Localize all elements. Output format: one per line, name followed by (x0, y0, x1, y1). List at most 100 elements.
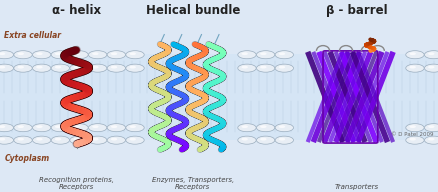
Circle shape (275, 124, 293, 132)
Circle shape (70, 136, 88, 144)
Circle shape (238, 124, 256, 132)
Text: Extra cellular: Extra cellular (4, 31, 61, 40)
Circle shape (18, 52, 24, 55)
Text: Enzymes, Transporters,
Receptors: Enzymes, Transporters, Receptors (152, 177, 234, 190)
Circle shape (74, 66, 80, 69)
Circle shape (238, 64, 256, 72)
Circle shape (0, 124, 14, 132)
Circle shape (107, 51, 126, 59)
Text: Cytoplasm: Cytoplasm (4, 154, 49, 163)
Circle shape (111, 52, 117, 55)
Circle shape (0, 136, 14, 144)
Circle shape (275, 64, 293, 72)
Circle shape (36, 138, 42, 141)
Circle shape (424, 51, 438, 59)
Circle shape (36, 125, 42, 128)
Circle shape (260, 125, 267, 128)
Text: © D Patel 2009: © D Patel 2009 (391, 132, 434, 137)
Text: α- helix: α- helix (52, 4, 101, 17)
Circle shape (130, 138, 136, 141)
Circle shape (238, 136, 256, 144)
Circle shape (260, 52, 267, 55)
Circle shape (36, 52, 42, 55)
Circle shape (107, 124, 126, 132)
Circle shape (55, 138, 61, 141)
Circle shape (275, 136, 293, 144)
Circle shape (279, 138, 285, 141)
Circle shape (406, 64, 424, 72)
Circle shape (130, 66, 136, 69)
Circle shape (14, 124, 32, 132)
Circle shape (0, 138, 5, 141)
Circle shape (18, 125, 24, 128)
Circle shape (111, 138, 117, 141)
Circle shape (424, 136, 438, 144)
Text: β - barrel: β - barrel (326, 4, 388, 17)
Circle shape (14, 51, 32, 59)
Circle shape (130, 52, 136, 55)
Circle shape (238, 51, 256, 59)
Circle shape (92, 125, 99, 128)
Circle shape (241, 52, 248, 55)
Circle shape (88, 124, 107, 132)
Circle shape (14, 64, 32, 72)
Circle shape (92, 52, 99, 55)
Circle shape (406, 51, 424, 59)
Circle shape (111, 66, 117, 69)
Circle shape (260, 66, 267, 69)
Circle shape (107, 64, 126, 72)
Circle shape (257, 64, 275, 72)
Circle shape (424, 124, 438, 132)
Circle shape (74, 138, 80, 141)
Circle shape (55, 125, 61, 128)
Circle shape (260, 138, 267, 141)
Circle shape (428, 125, 434, 128)
Circle shape (279, 52, 285, 55)
Circle shape (410, 138, 416, 141)
Circle shape (241, 138, 248, 141)
Text: Recognition proteins,
Receptors: Recognition proteins, Receptors (39, 177, 114, 190)
Circle shape (130, 125, 136, 128)
Circle shape (0, 125, 5, 128)
Circle shape (0, 64, 14, 72)
Circle shape (257, 136, 275, 144)
Circle shape (257, 51, 275, 59)
Circle shape (70, 64, 88, 72)
Bar (0, 54, 438, 140)
Circle shape (428, 52, 434, 55)
Circle shape (51, 136, 70, 144)
Circle shape (18, 138, 24, 141)
Circle shape (70, 124, 88, 132)
Circle shape (0, 51, 14, 59)
Circle shape (111, 125, 117, 128)
Circle shape (32, 124, 51, 132)
Circle shape (257, 124, 275, 132)
Circle shape (0, 52, 5, 55)
Circle shape (51, 51, 70, 59)
Circle shape (74, 125, 80, 128)
Circle shape (410, 66, 416, 69)
Circle shape (88, 64, 107, 72)
Circle shape (55, 66, 61, 69)
Circle shape (18, 66, 24, 69)
Circle shape (428, 138, 434, 141)
Circle shape (126, 136, 144, 144)
Circle shape (88, 136, 107, 144)
Circle shape (241, 125, 248, 128)
Circle shape (279, 125, 285, 128)
Circle shape (51, 64, 70, 72)
Circle shape (55, 52, 61, 55)
Circle shape (410, 125, 416, 128)
Circle shape (428, 66, 434, 69)
Circle shape (70, 51, 88, 59)
Circle shape (74, 52, 80, 55)
Circle shape (92, 66, 99, 69)
Circle shape (406, 136, 424, 144)
Circle shape (32, 64, 51, 72)
Circle shape (279, 66, 285, 69)
Circle shape (410, 52, 416, 55)
Circle shape (32, 51, 51, 59)
Circle shape (32, 136, 51, 144)
Circle shape (241, 66, 248, 69)
Circle shape (88, 51, 107, 59)
